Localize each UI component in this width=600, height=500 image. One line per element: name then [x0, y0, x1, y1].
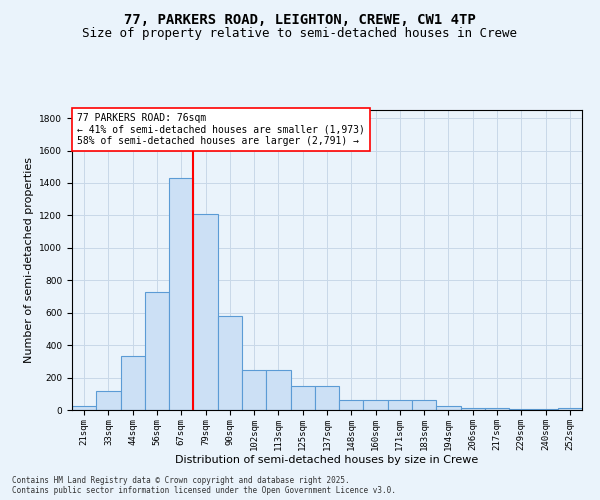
Text: Contains HM Land Registry data © Crown copyright and database right 2025.
Contai: Contains HM Land Registry data © Crown c…: [12, 476, 396, 495]
Bar: [461, 408, 485, 410]
Bar: [509, 409, 533, 410]
Bar: [145, 292, 169, 410]
Bar: [72, 406, 96, 410]
Bar: [290, 386, 315, 410]
Text: 77, PARKERS ROAD, LEIGHTON, CREWE, CW1 4TP: 77, PARKERS ROAD, LEIGHTON, CREWE, CW1 4…: [124, 12, 476, 26]
Bar: [558, 408, 582, 410]
Bar: [315, 386, 339, 410]
Bar: [169, 178, 193, 410]
Bar: [388, 400, 412, 410]
Text: Size of property relative to semi-detached houses in Crewe: Size of property relative to semi-detach…: [83, 28, 517, 40]
Bar: [412, 400, 436, 410]
Bar: [218, 316, 242, 410]
X-axis label: Distribution of semi-detached houses by size in Crewe: Distribution of semi-detached houses by …: [175, 456, 479, 466]
Bar: [121, 356, 145, 410]
Bar: [242, 370, 266, 410]
Bar: [339, 400, 364, 410]
Bar: [266, 370, 290, 410]
Bar: [96, 392, 121, 410]
Bar: [364, 400, 388, 410]
Bar: [436, 406, 461, 410]
Bar: [533, 409, 558, 410]
Text: 77 PARKERS ROAD: 76sqm
← 41% of semi-detached houses are smaller (1,973)
58% of : 77 PARKERS ROAD: 76sqm ← 41% of semi-det…: [77, 113, 365, 146]
Bar: [485, 408, 509, 410]
Bar: [193, 214, 218, 410]
Y-axis label: Number of semi-detached properties: Number of semi-detached properties: [24, 157, 34, 363]
